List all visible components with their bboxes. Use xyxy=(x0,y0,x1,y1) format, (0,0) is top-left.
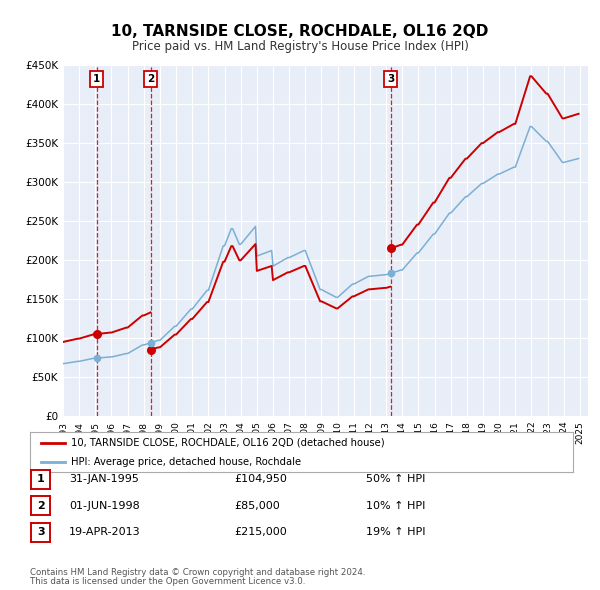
Text: 1: 1 xyxy=(37,474,44,484)
Text: £85,000: £85,000 xyxy=(234,501,280,510)
Text: 3: 3 xyxy=(387,74,395,84)
Text: 3: 3 xyxy=(37,527,44,537)
Text: 2: 2 xyxy=(37,501,44,510)
Text: 19-APR-2013: 19-APR-2013 xyxy=(69,527,140,537)
Text: Price paid vs. HM Land Registry's House Price Index (HPI): Price paid vs. HM Land Registry's House … xyxy=(131,40,469,53)
Text: 50% ↑ HPI: 50% ↑ HPI xyxy=(366,474,425,484)
Text: HPI: Average price, detached house, Rochdale: HPI: Average price, detached house, Roch… xyxy=(71,457,301,467)
Text: 19% ↑ HPI: 19% ↑ HPI xyxy=(366,527,425,537)
Text: 10, TARNSIDE CLOSE, ROCHDALE, OL16 2QD: 10, TARNSIDE CLOSE, ROCHDALE, OL16 2QD xyxy=(112,24,488,38)
Text: £215,000: £215,000 xyxy=(234,527,287,537)
Text: Contains HM Land Registry data © Crown copyright and database right 2024.: Contains HM Land Registry data © Crown c… xyxy=(30,568,365,577)
Text: This data is licensed under the Open Government Licence v3.0.: This data is licensed under the Open Gov… xyxy=(30,578,305,586)
Text: 31-JAN-1995: 31-JAN-1995 xyxy=(69,474,139,484)
Text: 10% ↑ HPI: 10% ↑ HPI xyxy=(366,501,425,510)
Text: 01-JUN-1998: 01-JUN-1998 xyxy=(69,501,140,510)
Text: 2: 2 xyxy=(147,74,154,84)
Text: 10, TARNSIDE CLOSE, ROCHDALE, OL16 2QD (detached house): 10, TARNSIDE CLOSE, ROCHDALE, OL16 2QD (… xyxy=(71,438,385,448)
Text: £104,950: £104,950 xyxy=(234,474,287,484)
Text: 1: 1 xyxy=(93,74,100,84)
